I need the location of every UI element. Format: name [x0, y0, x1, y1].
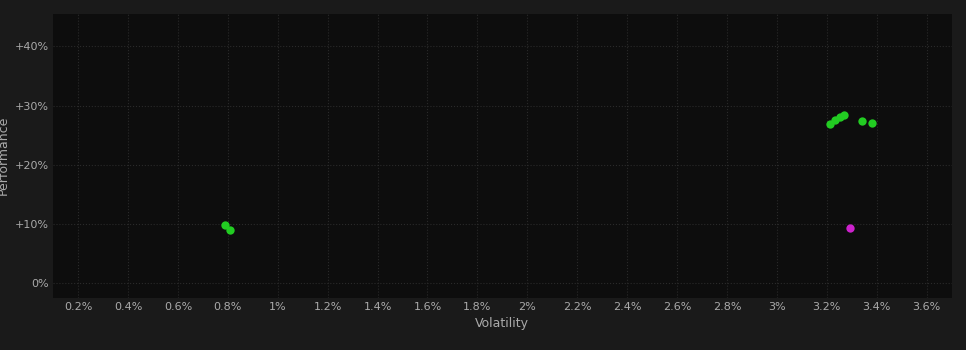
X-axis label: Volatility: Volatility: [475, 317, 529, 330]
Point: [854, 119, 869, 124]
Point: [837, 112, 852, 118]
Point: [823, 121, 838, 127]
Point: [864, 120, 879, 126]
Point: [222, 227, 238, 232]
Point: [842, 226, 858, 231]
Point: [833, 114, 848, 120]
Point: [217, 222, 233, 228]
Y-axis label: Performance: Performance: [0, 116, 10, 195]
Point: [828, 117, 843, 122]
